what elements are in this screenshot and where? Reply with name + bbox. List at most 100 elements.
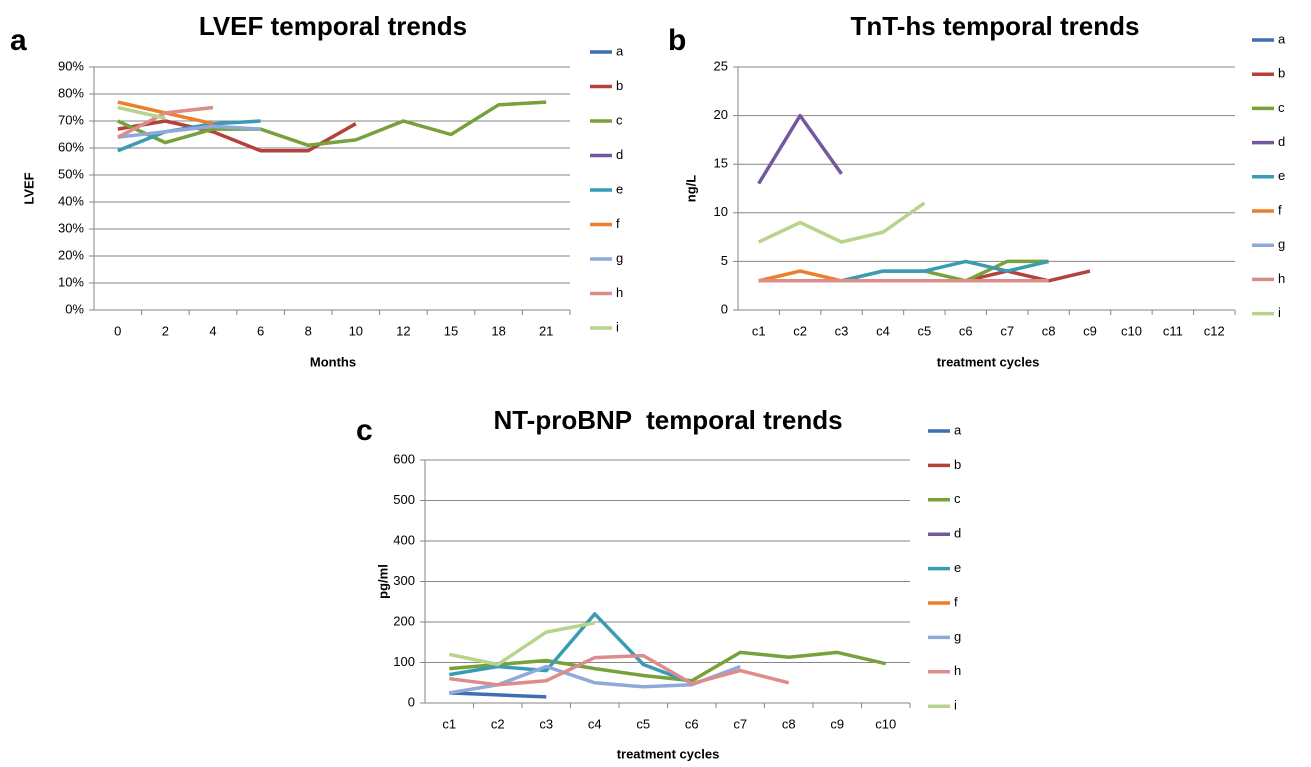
x-tick-label: 0 (114, 323, 121, 338)
y-tick-label: 30% (58, 220, 84, 235)
legend-label: a (954, 422, 962, 437)
data-line (117, 105, 214, 139)
data-line (449, 691, 547, 699)
legend-label: g (1278, 237, 1285, 252)
data-line (449, 650, 887, 683)
y-tick-label: 10 (714, 204, 728, 219)
y-tick-label: 60% (58, 139, 84, 154)
y-tick-label: 600 (393, 451, 415, 466)
x-tick-label: c9 (1083, 323, 1097, 338)
legend-label: a (1278, 31, 1286, 46)
x-tick-label: c12 (1204, 323, 1225, 338)
legend-label: c (616, 112, 623, 127)
x-tick-label: c8 (782, 716, 796, 731)
y-axis-title: LVEF (21, 172, 36, 204)
x-tick-label: 15 (444, 323, 458, 338)
legend-label: e (616, 181, 623, 196)
x-tick-label: c3 (835, 323, 849, 338)
x-axis-title: Months (310, 354, 356, 369)
legend-label: h (616, 285, 623, 300)
data-line (449, 653, 790, 687)
y-axis-title: pg/ml (375, 564, 390, 599)
x-tick-label: 12 (396, 323, 410, 338)
legend-label: d (616, 147, 623, 162)
x-tick-label: c10 (875, 716, 896, 731)
x-tick-label: c5 (918, 323, 932, 338)
legend-label: g (954, 629, 961, 644)
legend-label: d (954, 526, 961, 541)
x-tick-label: c4 (876, 323, 890, 338)
y-tick-label: 400 (393, 532, 415, 547)
x-tick-label: c1 (752, 323, 766, 338)
x-tick-label: c7 (1000, 323, 1014, 338)
x-tick-label: 4 (209, 323, 216, 338)
y-tick-label: 100 (393, 654, 415, 669)
x-tick-label: c8 (1042, 323, 1056, 338)
x-tick-label: c2 (793, 323, 807, 338)
y-tick-label: 0% (65, 301, 84, 316)
legend-label: h (1278, 271, 1285, 286)
x-axis-title: treatment cycles (617, 746, 720, 761)
y-tick-label: 20 (714, 107, 728, 122)
x-tick-label: c6 (959, 323, 973, 338)
y-tick-label: 500 (393, 492, 415, 507)
x-tick-label: 6 (257, 323, 264, 338)
y-tick-label: 15 (714, 156, 728, 171)
legend-label: b (1278, 66, 1285, 81)
x-tick-label: c2 (491, 716, 505, 731)
y-tick-label: 20% (58, 247, 84, 262)
x-tick-label: 2 (162, 323, 169, 338)
x-tick-label: 21 (539, 323, 553, 338)
data-line (449, 612, 693, 685)
x-tick-label: c4 (588, 716, 602, 731)
data-line (117, 119, 357, 153)
x-tick-label: c3 (539, 716, 553, 731)
legend-label: f (954, 594, 958, 609)
x-tick-label: 8 (305, 323, 312, 338)
legend-label: e (1278, 168, 1285, 183)
x-tick-label: c10 (1121, 323, 1142, 338)
y-tick-label: 80% (58, 85, 84, 100)
y-tick-label: 70% (58, 112, 84, 127)
y-tick-label: 10% (58, 274, 84, 289)
data-line (448, 621, 596, 667)
y-tick-label: 90% (58, 58, 84, 73)
legend-label: c (1278, 100, 1285, 115)
y-tick-label: 40% (58, 193, 84, 208)
y-tick-label: 25 (714, 58, 728, 73)
chart-title: LVEF temporal trends (199, 11, 467, 41)
legend-label: i (954, 698, 957, 713)
y-tick-label: 0 (721, 301, 728, 316)
panel-label: c (356, 414, 373, 447)
legend-label: b (616, 78, 623, 93)
data-line (117, 105, 166, 121)
chart-title: TnT-hs temporal trends (851, 11, 1140, 41)
legend-label: i (616, 319, 619, 334)
x-axis-title: treatment cycles (937, 354, 1040, 369)
y-tick-label: 200 (393, 613, 415, 628)
y-tick-label: 50% (58, 166, 84, 181)
legend-label: f (1278, 202, 1282, 217)
legend-label: h (954, 663, 961, 678)
legend-label: g (616, 250, 623, 265)
legend-label: d (1278, 134, 1285, 149)
x-tick-label: c6 (685, 716, 699, 731)
data-line (117, 124, 261, 139)
x-tick-label: c1 (442, 716, 456, 731)
data-line (117, 100, 547, 148)
y-tick-label: 5 (721, 253, 728, 268)
y-axis-title: ng/L (683, 175, 698, 202)
legend-label: c (954, 491, 961, 506)
legend-label: a (616, 43, 624, 58)
y-tick-label: 300 (393, 573, 415, 588)
x-tick-label: 18 (491, 323, 505, 338)
data-line (757, 113, 843, 185)
x-tick-label: c11 (1163, 323, 1183, 338)
legend-label: i (1278, 305, 1281, 320)
legend-label: e (954, 560, 961, 575)
panel-label: a (10, 24, 27, 57)
legend-label: f (616, 216, 620, 231)
panel-label: b (668, 24, 686, 57)
data-line (757, 201, 926, 244)
